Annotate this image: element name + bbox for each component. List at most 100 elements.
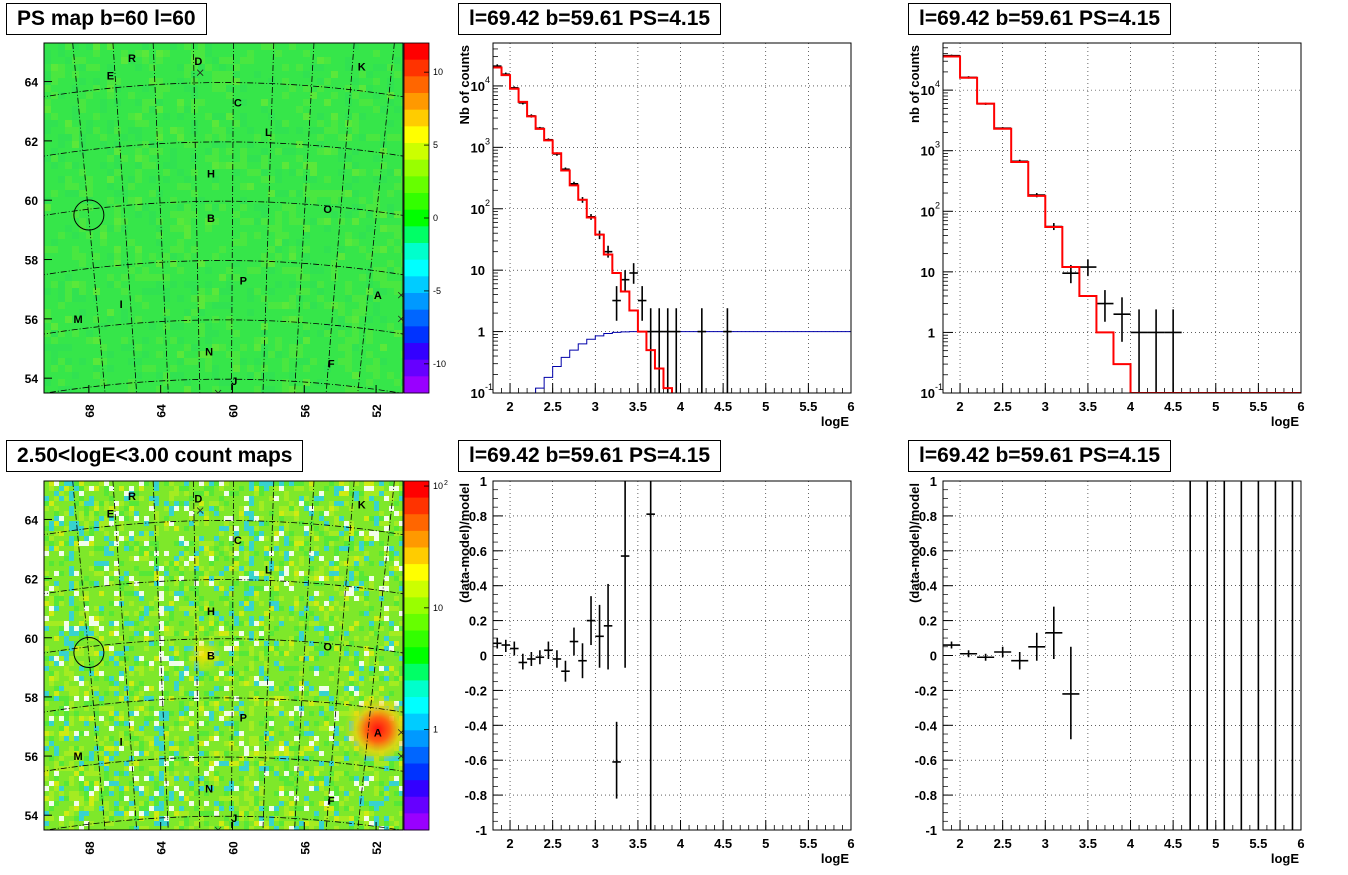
- y-axis-label: (data-model)/model: [907, 483, 922, 603]
- data-point: [723, 308, 732, 393]
- chart-title-4: 2.50<logE<3.00 count maps: [6, 440, 304, 472]
- residual-point: [612, 721, 621, 799]
- data-point: [629, 263, 638, 284]
- x-tick-label: 3: [592, 836, 599, 851]
- residual-point: [620, 481, 630, 668]
- y-tick-label: 0.6: [919, 544, 937, 559]
- x-tick-label: 3: [1042, 836, 1049, 851]
- y-tick-label: 58: [25, 691, 39, 705]
- source-label: O: [323, 642, 332, 654]
- residual-point: [569, 627, 579, 656]
- y-tick-exponent: 3: [485, 136, 490, 146]
- residual-point: [552, 650, 562, 668]
- residual-point: [493, 638, 502, 649]
- map-image: [44, 481, 403, 830]
- x-tick-label: 2: [506, 836, 513, 851]
- y-tick-label: 56: [25, 750, 39, 764]
- source-label: O: [323, 204, 332, 216]
- y-tick-exponent: 2: [485, 198, 490, 208]
- x-tick-label: 52: [370, 841, 384, 855]
- x-tick-label: 6: [847, 836, 854, 851]
- data-point: [663, 308, 672, 393]
- y-tick-label: 62: [25, 573, 39, 587]
- y-axis-label: Nb of counts: [457, 45, 472, 124]
- x-tick-label: 68: [83, 841, 97, 855]
- x-tick-label: 68: [83, 404, 97, 418]
- y-tick-label: 60: [25, 194, 39, 208]
- source-label: E: [107, 509, 114, 521]
- x-tick-label: 4.5: [1164, 399, 1182, 414]
- source-label: M: [74, 314, 83, 326]
- chart-panel-4: R D K E C L H B O P A I M N F J 68 64 60 56 52 54 56 58 60 62 64 10…: [25, 480, 448, 855]
- source-label: B: [207, 651, 215, 663]
- x-tick-label: 6: [1297, 836, 1304, 851]
- source-label: A: [374, 727, 382, 739]
- residual-point: [510, 641, 519, 656]
- source-label: R: [128, 491, 136, 503]
- x-tick-label: 3.5: [629, 836, 647, 851]
- source-label: F: [328, 358, 335, 370]
- y-tick-label: -0.8: [465, 788, 487, 803]
- y-tick-label: -0.2: [465, 683, 487, 698]
- residual-point: [595, 604, 604, 668]
- residual-point: [518, 653, 528, 670]
- x-axis-label: logE: [821, 414, 849, 429]
- y-tick-label: 10: [921, 386, 935, 401]
- source-label: L: [265, 565, 272, 577]
- y-tick-label: 0.4: [919, 579, 938, 594]
- x-tick-label: 5.5: [1249, 399, 1267, 414]
- x-tick-label: 60: [226, 841, 240, 855]
- x-tick-label: 4: [1127, 399, 1135, 414]
- x-tick-label: 3: [592, 399, 599, 414]
- colorbar-tick-label: 0: [433, 213, 438, 223]
- map-image: [44, 43, 403, 393]
- source-label: C: [234, 535, 242, 547]
- x-tick-label: 4: [1127, 836, 1135, 851]
- data-point: [603, 245, 613, 258]
- y-axis-label: nb of counts: [907, 45, 922, 123]
- residual-point: [501, 639, 511, 653]
- x-tick-label: 5.5: [799, 399, 817, 414]
- x-axis-label: logE: [1271, 851, 1299, 866]
- x-tick-label: 4.5: [714, 399, 732, 414]
- data-point: [1147, 309, 1165, 393]
- y-tick-label: 60: [25, 632, 39, 646]
- residual-point: [960, 650, 978, 658]
- y-tick-label: 10: [921, 265, 935, 280]
- x-tick-label: 52: [370, 404, 384, 418]
- source-label: D: [194, 56, 202, 68]
- y-tick-label: 54: [25, 372, 39, 386]
- x-tick-label: 4.5: [714, 836, 732, 851]
- data-point: [1113, 297, 1131, 342]
- source-label: N: [205, 784, 213, 796]
- y-axis-label: (data-model)/model: [457, 483, 472, 603]
- x-tick-label: 2.5: [544, 836, 562, 851]
- y-tick-label: 56: [25, 313, 39, 327]
- y-tick-label: 1: [930, 474, 937, 489]
- source-label: H: [207, 169, 215, 181]
- y-tick-label: 0: [480, 649, 487, 664]
- y-tick-exponent: 4: [485, 75, 490, 85]
- colorbar-tick-label: 10: [433, 603, 443, 613]
- x-tick-label: 56: [298, 841, 312, 855]
- x-tick-label: 4.5: [1164, 836, 1182, 851]
- y-tick-label: 0.8: [469, 509, 487, 524]
- data-point: [612, 286, 621, 321]
- y-tick-label: 10: [471, 263, 485, 278]
- x-tick-label: 5: [1212, 836, 1219, 851]
- chart-title-3: l=69.42 b=59.61 PS=4.15: [908, 3, 1172, 35]
- source-label: M: [74, 751, 83, 763]
- source-label: K: [358, 500, 366, 512]
- source-circle: [73, 637, 105, 669]
- residual-point: [943, 641, 961, 649]
- y-tick-label: 10: [471, 79, 485, 94]
- data-point: [1096, 290, 1114, 322]
- y-tick-label: -0.6: [465, 753, 487, 768]
- y-tick-exponent: -1: [935, 382, 943, 392]
- residual-point: [535, 650, 545, 665]
- y-tick-label: 1: [480, 474, 487, 489]
- source-label: J: [231, 376, 237, 388]
